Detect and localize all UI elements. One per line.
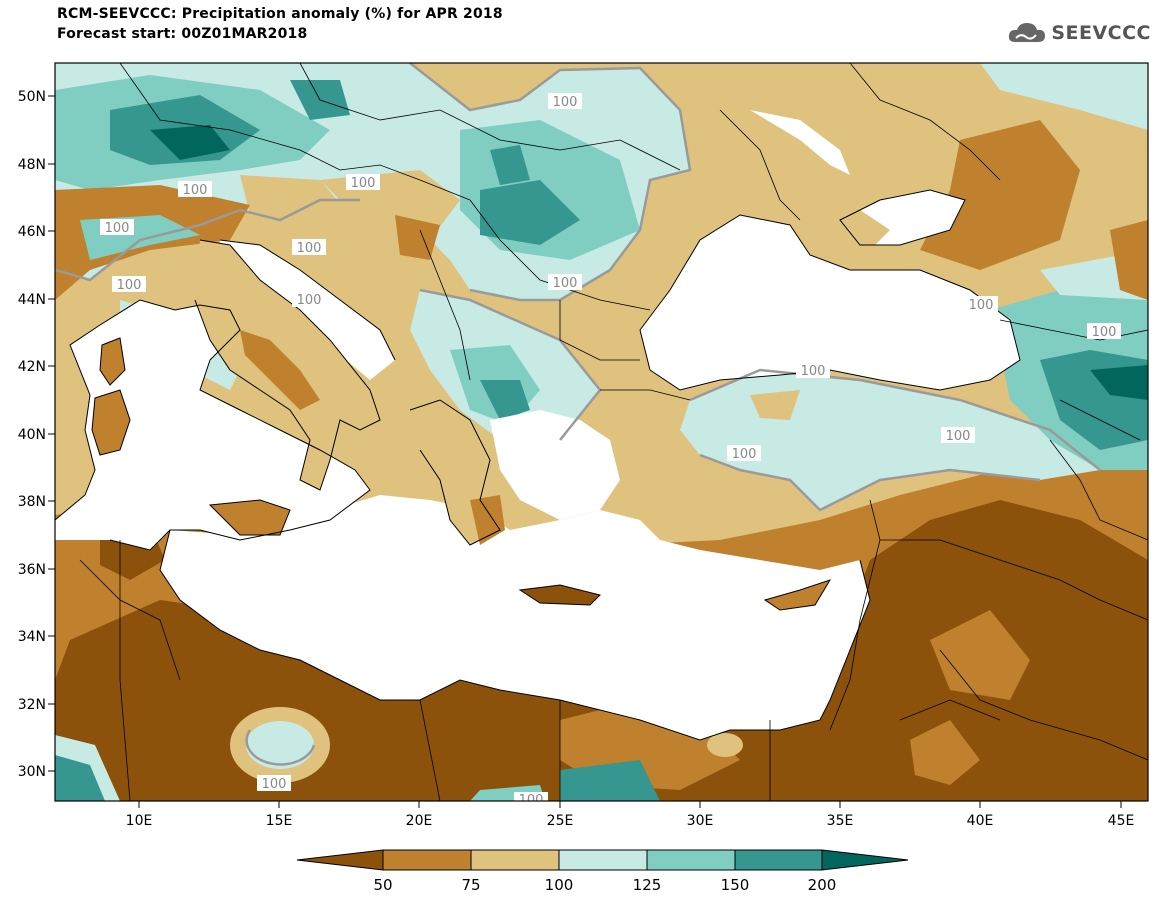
hungary-very-wet bbox=[490, 145, 530, 185]
seevccc-logo: SEEVCCC bbox=[1007, 20, 1151, 46]
sardinia bbox=[92, 390, 130, 455]
legend-swatch bbox=[296, 849, 384, 871]
map-frame bbox=[54, 62, 1149, 802]
lat-label: 48N bbox=[18, 157, 46, 173]
contour-labels: 100 100 100 100 100 100 100 100 100 100 … bbox=[100, 93, 1121, 808]
bosnia-dry bbox=[395, 215, 440, 260]
map-plot-area: 100 100 100 100 100 100 100 100 100 100 … bbox=[55, 63, 1148, 808]
dry-patch-iraq bbox=[930, 610, 1030, 700]
lat-label: 30N bbox=[18, 764, 46, 780]
aegean-sea bbox=[490, 410, 620, 520]
contour-label: 100 bbox=[969, 298, 994, 313]
cyprus bbox=[765, 580, 830, 610]
egypt-south-very-wet bbox=[560, 760, 660, 801]
dnieper-reservoir bbox=[750, 110, 850, 175]
legend-ticks: 50 75 100 125 150 200 bbox=[373, 876, 836, 894]
libya-wet-core bbox=[246, 721, 314, 769]
west-mediterranean-sea bbox=[55, 300, 370, 550]
lon-ticks bbox=[138, 801, 1122, 808]
lat-label: 40N bbox=[18, 427, 46, 443]
lon-label: 45E bbox=[1108, 813, 1135, 829]
lat-label: 46N bbox=[18, 224, 46, 240]
lat-label: 50N bbox=[18, 89, 46, 105]
sicily bbox=[210, 500, 290, 535]
lat-label: 42N bbox=[18, 359, 46, 375]
turkey-dry-patch bbox=[750, 390, 800, 420]
lon-label: 10E bbox=[126, 813, 153, 829]
contour-label: 100 bbox=[351, 176, 376, 191]
lat-ticks bbox=[48, 95, 55, 772]
contour-label: 100 bbox=[946, 429, 971, 444]
lat-label: 34N bbox=[18, 629, 46, 645]
forecast-start-label: Forecast start: 00Z01MAR2018 bbox=[57, 26, 308, 42]
lon-label: 35E bbox=[827, 813, 854, 829]
legend-swatch bbox=[558, 849, 648, 871]
belarus-wet bbox=[980, 63, 1148, 130]
dry-patch-saudi bbox=[910, 720, 980, 785]
legend-tick: 200 bbox=[808, 876, 837, 894]
contour-label: 100 bbox=[297, 241, 322, 256]
lon-label: 30E bbox=[687, 813, 714, 829]
legend-tick: 100 bbox=[545, 876, 574, 894]
lat-label: 38N bbox=[18, 494, 46, 510]
lat-label: 36N bbox=[18, 562, 46, 578]
egypt-wet-spot bbox=[707, 733, 743, 757]
contour-label: 100 bbox=[553, 276, 578, 291]
ukraine-dry-patch bbox=[920, 120, 1080, 270]
legend-swatch bbox=[646, 849, 736, 871]
lon-label: 40E bbox=[967, 813, 994, 829]
contour-label: 100 bbox=[553, 95, 578, 110]
greece-north-very-wet bbox=[480, 380, 530, 420]
algeria-very-wet bbox=[55, 755, 105, 801]
very-dry-region-south bbox=[55, 500, 1148, 801]
legend-tick: 75 bbox=[461, 876, 480, 894]
legend-swatch bbox=[382, 849, 472, 871]
cloud-icon bbox=[1009, 23, 1046, 42]
lat-labels: 50N 48N 46N 44N 42N 40N 38N 36N 34N 32N … bbox=[18, 89, 46, 780]
lat-label: 32N bbox=[18, 697, 46, 713]
romania-very-wet bbox=[480, 180, 580, 245]
caucasus-extreme-wet bbox=[1090, 365, 1148, 400]
italy-dry-patch bbox=[240, 330, 320, 410]
lat-label: 44N bbox=[18, 292, 46, 308]
crimea bbox=[820, 210, 890, 250]
black-sea bbox=[640, 215, 1020, 390]
lon-labels: 10E 15E 20E 25E 30E 35E 40E 45E bbox=[126, 813, 1135, 829]
contour-label: 100 bbox=[1092, 325, 1117, 340]
contour-label: 100 bbox=[519, 793, 544, 808]
map-title: RCM-SEEVCCC: Precipitation anomaly (%) f… bbox=[57, 6, 503, 22]
contour-label: 100 bbox=[262, 777, 287, 792]
legend-colorbar bbox=[296, 849, 909, 871]
contour-label: 100 bbox=[105, 221, 130, 236]
legend-swatch bbox=[734, 849, 823, 871]
lon-label: 25E bbox=[547, 813, 574, 829]
adriatic-sea bbox=[220, 240, 395, 380]
russia-dry-patch bbox=[1110, 220, 1148, 300]
austria-extreme-wet bbox=[150, 125, 230, 160]
corsica bbox=[100, 338, 125, 385]
lon-label: 15E bbox=[266, 813, 293, 829]
coastlines bbox=[55, 189, 1021, 741]
country-borders bbox=[79, 63, 1148, 801]
legend-tick: 150 bbox=[721, 876, 750, 894]
contour-label: 100 bbox=[183, 183, 208, 198]
contour-label: 100 bbox=[117, 278, 142, 293]
lon-label: 20E bbox=[406, 813, 433, 829]
legend-tick: 50 bbox=[373, 876, 392, 894]
contour-label: 100 bbox=[297, 293, 322, 308]
legend-tick: 125 bbox=[633, 876, 662, 894]
legend-swatch bbox=[821, 849, 909, 871]
logo-text: SEEVCCC bbox=[1051, 22, 1151, 44]
peloponnese-dry bbox=[470, 495, 505, 545]
legend-swatch bbox=[470, 849, 560, 871]
contour-label: 100 bbox=[801, 364, 826, 379]
contour-label: 100 bbox=[732, 447, 757, 462]
